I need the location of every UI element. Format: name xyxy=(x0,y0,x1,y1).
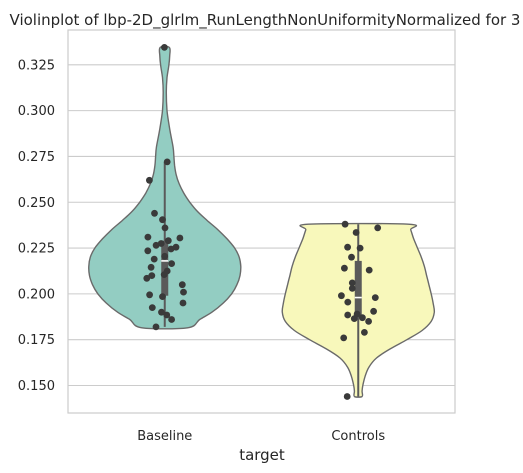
data-point xyxy=(148,304,156,311)
data-point xyxy=(161,44,168,51)
data-point xyxy=(168,260,176,267)
data-point xyxy=(147,263,155,271)
y-tick-label: 0.200 xyxy=(18,287,55,302)
data-point xyxy=(359,314,366,322)
data-point xyxy=(164,237,172,245)
data-point xyxy=(365,318,372,325)
data-point xyxy=(167,245,175,253)
data-point xyxy=(157,240,165,247)
y-tick-label: 0.175 xyxy=(18,333,55,348)
data-point xyxy=(344,298,352,306)
data-point xyxy=(365,266,373,274)
box-layer xyxy=(161,161,362,397)
data-point xyxy=(371,294,379,301)
x-axis-label: target xyxy=(239,446,285,464)
data-point xyxy=(144,233,152,241)
data-point xyxy=(150,255,158,263)
data-point xyxy=(163,311,171,319)
iqr-box-controls xyxy=(354,260,362,318)
data-point xyxy=(176,234,184,242)
data-point xyxy=(152,323,160,331)
data-point xyxy=(163,158,171,166)
y-tick-label: 0.250 xyxy=(18,196,55,211)
data-point xyxy=(168,316,176,323)
data-point xyxy=(146,291,154,299)
data-point xyxy=(348,285,356,292)
data-point xyxy=(161,252,169,260)
x-tick-label: Baseline xyxy=(137,429,192,444)
data-point xyxy=(161,224,169,232)
data-point xyxy=(361,329,368,336)
data-point xyxy=(341,220,349,228)
data-point xyxy=(146,176,153,184)
data-point xyxy=(344,243,351,251)
data-point xyxy=(356,244,364,252)
data-point xyxy=(352,229,360,236)
y-tick-label: 0.225 xyxy=(18,242,55,257)
y-tick-label: 0.325 xyxy=(18,58,55,73)
data-point xyxy=(160,271,168,278)
data-point xyxy=(340,334,348,342)
data-point xyxy=(179,299,187,307)
data-point xyxy=(152,241,160,249)
data-point xyxy=(344,311,352,319)
data-point xyxy=(159,293,166,300)
data-point xyxy=(374,224,382,232)
point-layer xyxy=(143,44,382,400)
data-point xyxy=(348,253,355,261)
violin-layer xyxy=(88,45,436,398)
data-point xyxy=(350,315,358,322)
data-point xyxy=(338,292,345,300)
y-tick-label: 0.300 xyxy=(18,104,55,119)
data-point xyxy=(158,308,165,316)
plot-frame xyxy=(67,29,456,414)
data-point xyxy=(348,279,356,287)
x-tick-label: Controls xyxy=(331,429,385,444)
data-point xyxy=(159,216,166,224)
data-point xyxy=(341,264,348,272)
data-point xyxy=(148,272,156,279)
data-point xyxy=(180,288,187,296)
chart-title: Violinplot of lbp-2D_glrlm_RunLengthNonU… xyxy=(10,11,521,30)
y-tick-label: 0.150 xyxy=(18,379,55,394)
y-tick-label: 0.275 xyxy=(18,150,55,165)
data-point xyxy=(143,274,151,282)
x-axis-ticks: Baseline Controls xyxy=(137,429,385,444)
data-point xyxy=(151,209,158,217)
data-point xyxy=(144,247,152,255)
data-point xyxy=(370,307,377,315)
iqr-box-baseline xyxy=(161,240,169,296)
data-point xyxy=(178,281,186,289)
y-axis-ticks: 0.150 0.175 0.200 0.225 0.250 0.275 0.300 0.325 xyxy=(18,58,55,394)
data-point xyxy=(343,393,351,400)
